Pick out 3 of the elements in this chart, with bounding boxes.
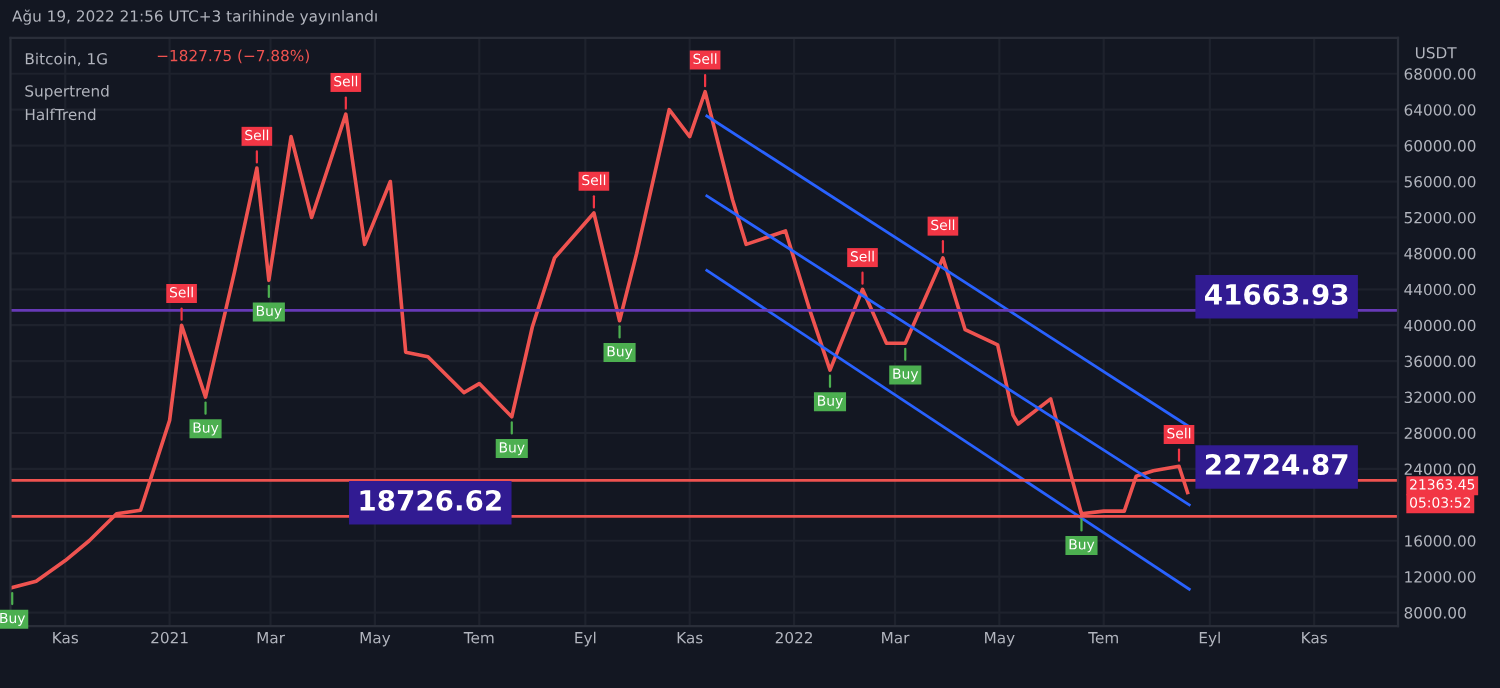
ref-line-label: 41663.93 xyxy=(1205,283,1348,305)
ref-line-label: 18726.62 xyxy=(360,489,501,511)
ref-line-label: 22724.87 xyxy=(1205,453,1348,475)
